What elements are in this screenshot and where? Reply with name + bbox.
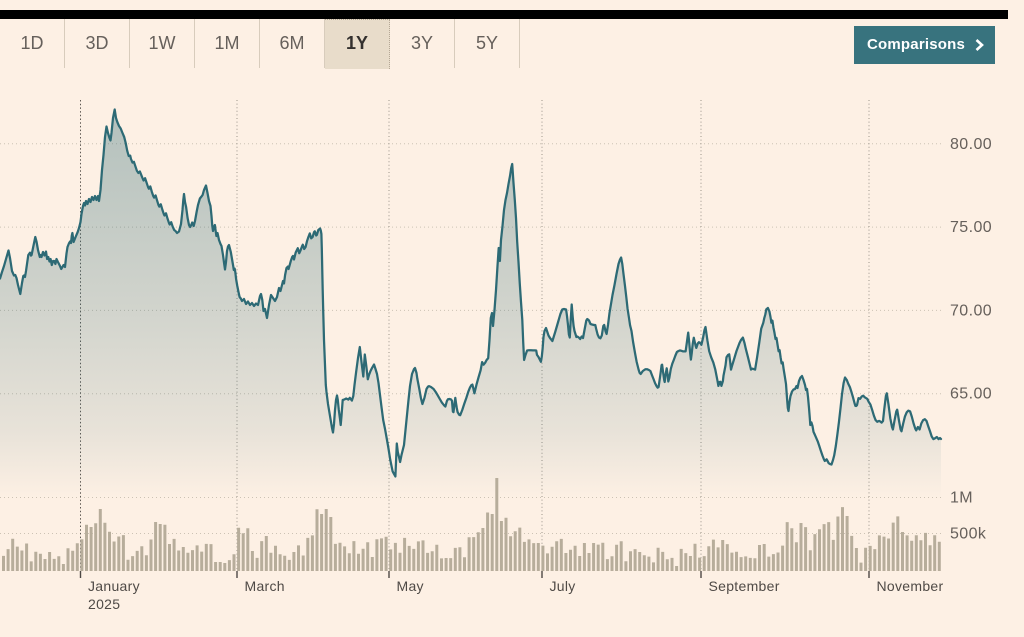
svg-text:September: September [709, 578, 780, 594]
svg-text:70.00: 70.00 [950, 302, 992, 319]
svg-text:75.00: 75.00 [950, 219, 992, 236]
svg-text:65.00: 65.00 [950, 386, 992, 403]
svg-text:1M: 1M [950, 490, 973, 507]
svg-text:500k: 500k [950, 526, 987, 543]
svg-text:May: May [397, 578, 424, 594]
svg-text:January: January [88, 578, 140, 594]
svg-text:July: July [550, 578, 576, 594]
svg-text:2025: 2025 [88, 596, 120, 612]
svg-text:80.00: 80.00 [950, 136, 992, 153]
svg-text:November: November [877, 578, 944, 594]
svg-text:March: March [245, 578, 285, 594]
